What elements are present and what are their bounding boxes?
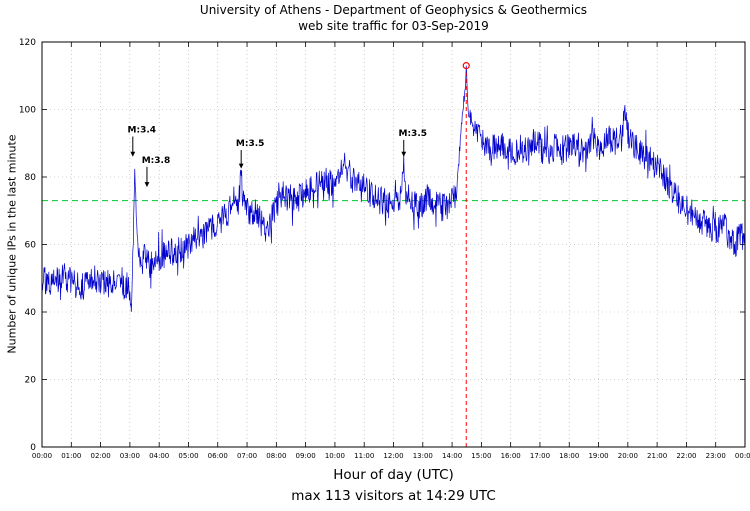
y-tick-label: 0 [30,443,36,453]
x-tick-label: 15:00 [471,452,491,460]
chart-subtitle: web site traffic for 03-Sep-2019 [298,19,489,33]
x-tick-label: 03:00 [120,452,140,460]
annotation-arrowhead-icon [401,151,407,157]
x-tick-label: 02:00 [90,452,110,460]
series-layer [41,65,746,312]
x-tick-label: 17:00 [530,452,550,460]
annotations-layer: M:3.4 M:3.8 M:3.5 M:3.5 [128,126,427,188]
x-tick-label: 00:00 [735,452,750,460]
x-tick-label: 22:00 [676,452,696,460]
max-marker-layer [462,62,470,447]
x-tick-label: 18:00 [559,452,579,460]
earthquake-annotation-label: M:3.8 [142,156,171,166]
x-tick-label: 05:00 [178,452,198,460]
axes-layer [41,41,746,448]
max-point-marker [462,62,470,70]
max-visitors-caption: max 113 visitors at 14:29 UTC [291,488,496,504]
y-tick-label: 120 [19,38,36,48]
y-tick-label: 80 [25,173,37,183]
x-tick-label: 20:00 [618,452,638,460]
x-tick-label: 08:00 [266,452,286,460]
y-tick-label: 60 [25,241,37,251]
chart-title: University of Athens - Department of Geo… [199,3,588,17]
x-axis-label: Hour of day (UTC) [333,467,454,483]
x-tick-label: 01:00 [61,452,81,460]
x-tick-label: 11:00 [354,452,374,460]
earthquake-annotation-label: M:3.5 [236,139,265,149]
annotation-arrowhead-icon [144,182,150,188]
x-tick-label: 21:00 [647,452,667,460]
earthquake-annotation-label: M:3.5 [399,129,428,139]
grid-lines [42,42,745,447]
y-tick-label: 40 [25,308,37,318]
x-tick-label: 23:00 [706,452,726,460]
x-tick-label: 12:00 [383,452,403,460]
series-line [41,65,746,312]
x-tick-label: 09:00 [296,452,316,460]
tick-labels: 00:00 01:00 02:00 03:00 04:00 05:00 06:00 07:00… [19,38,750,460]
x-tick-label: 14:00 [442,452,462,460]
x-tick-label: 19:00 [588,452,608,460]
x-tick-label: 04:00 [149,452,169,460]
y-tick-label: 100 [19,106,36,116]
annotation-arrowhead-icon [130,151,136,157]
x-tick-label: 00:00 [32,452,52,460]
x-tick-label: 07:00 [237,452,257,460]
y-tick-label: 20 [25,376,37,386]
x-tick-label: 16:00 [501,452,521,460]
plot-border [41,41,746,448]
annotation-arrowhead-icon [238,163,244,169]
x-tick-label: 06:00 [208,452,228,460]
x-tick-label: 10:00 [325,452,345,460]
x-tick-label: 13:00 [413,452,433,460]
earthquake-annotation-label: M:3.4 [128,126,157,136]
